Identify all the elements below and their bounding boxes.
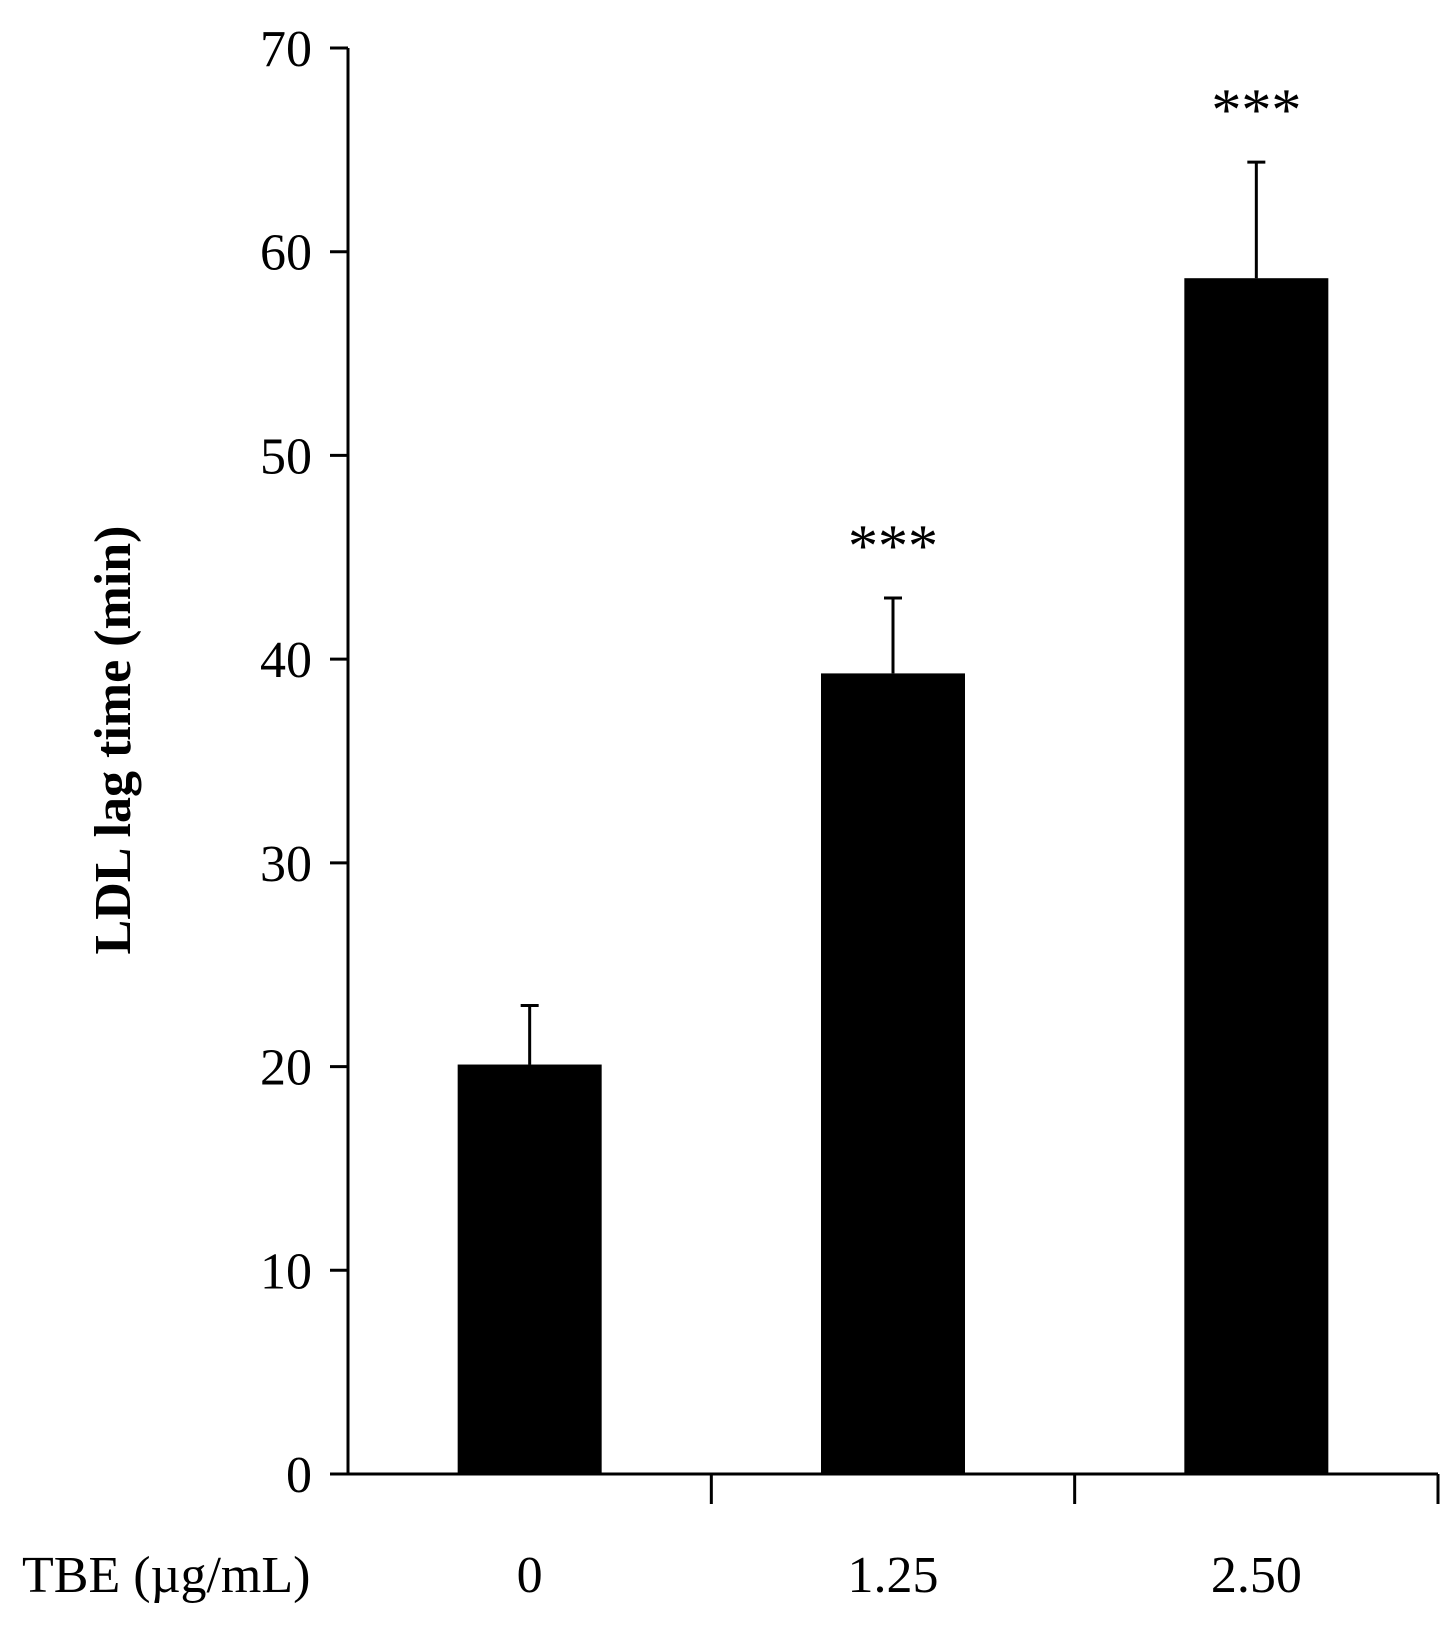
bar	[821, 673, 965, 1474]
y-tick-label: 70	[260, 21, 312, 78]
significance-label: ***	[1211, 77, 1301, 143]
bar	[1184, 278, 1329, 1474]
error-bars	[520, 160, 1266, 1065]
y-ticks: 0 10 20 30 40 50 60 70	[260, 21, 348, 1504]
y-axis-title: LDL lag time (min)	[85, 526, 142, 955]
bars	[457, 278, 1329, 1474]
y-tick-label: 30	[260, 836, 312, 893]
significance-label: ***	[848, 513, 938, 579]
significance-annotations: *** ***	[848, 77, 1301, 579]
y-tick-label: 20	[260, 1040, 312, 1097]
y-tick-label: 0	[286, 1447, 312, 1504]
bar	[457, 1064, 602, 1474]
x-tick-labels: 0 1.25 2.50	[517, 1547, 1302, 1604]
y-tick-label: 10	[260, 1243, 312, 1300]
y-tick-label: 50	[260, 428, 312, 485]
x-axis-title: TBE (µg/mL)	[22, 1547, 310, 1604]
y-tick-label: 40	[260, 632, 312, 689]
x-tick-label: 0	[517, 1547, 543, 1604]
y-tick-label: 60	[260, 225, 312, 282]
x-tick-label: 1.25	[848, 1547, 939, 1604]
x-tick-label: 2.50	[1211, 1547, 1302, 1604]
x-ticks	[709, 1474, 1440, 1504]
